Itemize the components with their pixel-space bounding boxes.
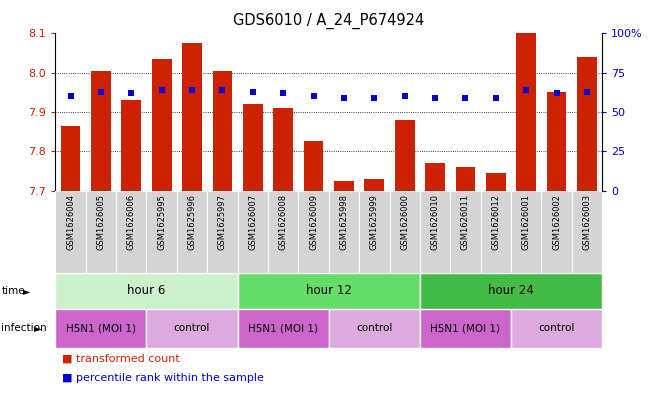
Bar — [55, 273, 238, 309]
Bar — [152, 59, 171, 191]
Bar — [238, 273, 420, 309]
Bar — [146, 191, 177, 273]
Text: H5N1 (MOI 1): H5N1 (MOI 1) — [66, 323, 136, 333]
Text: H5N1 (MOI 1): H5N1 (MOI 1) — [248, 323, 318, 333]
Text: ■ transformed count: ■ transformed count — [62, 354, 180, 364]
Bar — [389, 191, 420, 273]
Text: GSM1626010: GSM1626010 — [430, 194, 439, 250]
Text: GSM1625996: GSM1625996 — [187, 194, 197, 250]
Text: control: control — [174, 323, 210, 333]
Bar — [425, 163, 445, 191]
Bar — [572, 191, 602, 273]
Bar — [61, 126, 81, 191]
Text: GSM1625999: GSM1625999 — [370, 194, 379, 250]
Bar — [450, 191, 480, 273]
Text: GSM1626003: GSM1626003 — [583, 194, 592, 250]
Bar — [365, 179, 384, 191]
Bar — [420, 309, 511, 348]
Text: GSM1626002: GSM1626002 — [552, 194, 561, 250]
Bar — [146, 309, 238, 348]
Bar — [273, 108, 293, 191]
Bar — [542, 191, 572, 273]
Bar — [456, 167, 475, 191]
Text: GSM1626009: GSM1626009 — [309, 194, 318, 250]
Text: GSM1626006: GSM1626006 — [127, 194, 136, 250]
Bar — [303, 141, 324, 191]
Bar — [547, 92, 566, 191]
Text: GSM1625998: GSM1625998 — [339, 194, 348, 250]
Text: ►: ► — [23, 286, 31, 296]
Text: GSM1626012: GSM1626012 — [492, 194, 501, 250]
Bar — [511, 191, 542, 273]
Text: control: control — [356, 323, 393, 333]
Bar — [420, 273, 602, 309]
Text: GSM1626004: GSM1626004 — [66, 194, 75, 250]
Bar — [238, 191, 268, 273]
Text: GSM1626011: GSM1626011 — [461, 194, 470, 250]
Text: infection: infection — [1, 323, 47, 333]
Text: ■ percentile rank within the sample: ■ percentile rank within the sample — [62, 373, 264, 383]
Bar — [182, 43, 202, 191]
Bar — [329, 191, 359, 273]
Text: GSM1626008: GSM1626008 — [279, 194, 288, 250]
Bar — [207, 191, 238, 273]
Bar — [91, 71, 111, 191]
Bar — [511, 309, 602, 348]
Text: GSM1626005: GSM1626005 — [96, 194, 105, 250]
Text: GDS6010 / A_24_P674924: GDS6010 / A_24_P674924 — [233, 13, 424, 29]
Bar — [116, 191, 146, 273]
Bar — [238, 309, 329, 348]
Bar — [516, 31, 536, 191]
Bar — [420, 191, 450, 273]
Bar — [55, 191, 86, 273]
Text: hour 12: hour 12 — [306, 284, 352, 298]
Bar — [268, 191, 298, 273]
Bar — [486, 173, 506, 191]
Bar — [329, 309, 420, 348]
Bar — [212, 71, 232, 191]
Bar — [243, 104, 262, 191]
Text: GSM1626007: GSM1626007 — [248, 194, 257, 250]
Text: ►: ► — [34, 323, 42, 333]
Text: GSM1626001: GSM1626001 — [521, 194, 531, 250]
Bar — [359, 191, 389, 273]
Bar — [395, 120, 415, 191]
Text: GSM1626000: GSM1626000 — [400, 194, 409, 250]
Bar — [121, 100, 141, 191]
Text: hour 24: hour 24 — [488, 284, 534, 298]
Text: GSM1625995: GSM1625995 — [157, 194, 166, 250]
Bar — [86, 191, 116, 273]
Bar — [480, 191, 511, 273]
Bar — [298, 191, 329, 273]
Text: H5N1 (MOI 1): H5N1 (MOI 1) — [430, 323, 501, 333]
Text: hour 6: hour 6 — [128, 284, 165, 298]
Text: GSM1625997: GSM1625997 — [218, 194, 227, 250]
Bar — [334, 181, 354, 191]
Text: control: control — [538, 323, 575, 333]
Bar — [577, 57, 597, 191]
Bar — [55, 309, 146, 348]
Text: time: time — [1, 286, 25, 296]
Bar — [177, 191, 207, 273]
